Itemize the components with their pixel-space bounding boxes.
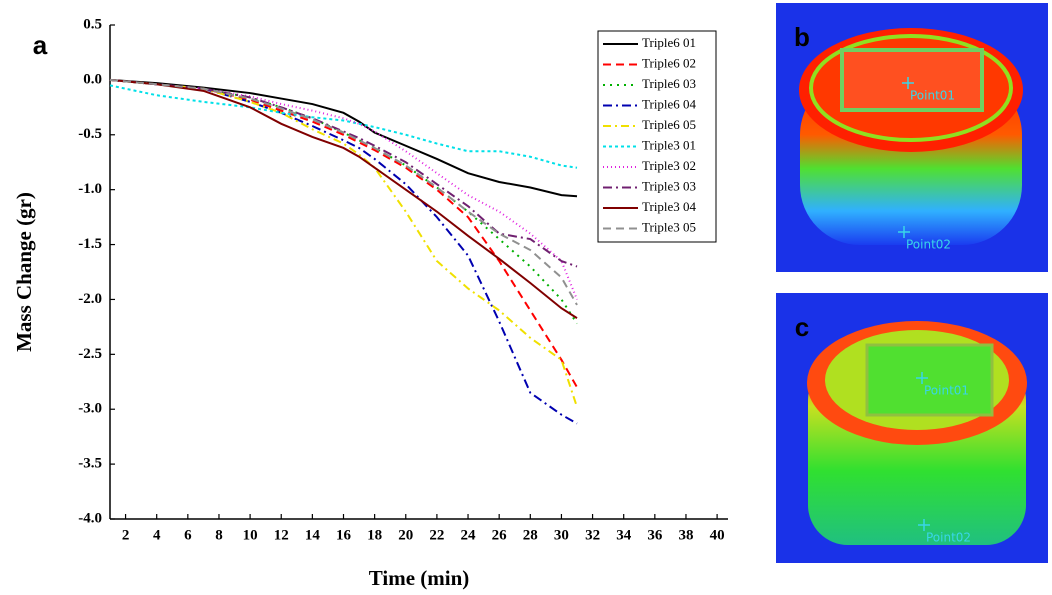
legend-label: Triple3 05 [642, 219, 696, 234]
x-tick-label: 40 [710, 527, 725, 543]
legend-label: Triple6 04 [642, 96, 697, 111]
data-line [109, 78, 578, 319]
legend-label: Triple3 01 [642, 137, 696, 152]
legend-box [597, 30, 717, 243]
y-tick-label: -3.0 [78, 401, 102, 417]
y-axis-label: Mass Change (gr) [12, 192, 36, 352]
y-tick-label: -1.5 [78, 236, 102, 252]
panel-label: c [795, 312, 809, 342]
point-marker [898, 226, 910, 238]
point-marker [918, 519, 930, 531]
y-tick-label: -2.0 [78, 291, 102, 307]
sample-well [865, 343, 994, 417]
y-tick-label: -3.5 [78, 456, 102, 472]
x-tick-label: 24 [461, 527, 477, 543]
x-tick-label: 10 [243, 527, 258, 543]
y-tick-label: -1.0 [78, 181, 102, 197]
x-tick-label: 38 [678, 527, 693, 543]
x-tick-label: 12 [274, 527, 289, 543]
x-tick-label: 18 [367, 527, 382, 543]
image-b [776, 3, 1048, 272]
chart: a Time (min) Mass Change (gr) 0.5 0.0 -0.5… [12, 16, 728, 590]
data-line [109, 78, 578, 198]
x-tick-label: 20 [398, 527, 413, 543]
y-tick-label: 0.5 [83, 16, 102, 32]
point-label: Point02 [926, 531, 971, 545]
data-line [109, 84, 578, 169]
panel-label: b [794, 22, 810, 52]
thermal-images: b Point01 Point02 c Point01 Point02 [776, 3, 1048, 563]
x-tick-label: 28 [523, 527, 538, 543]
data-line [109, 78, 578, 306]
x-tick-label: 30 [554, 527, 569, 543]
legend-label: Triple3 04 [642, 199, 697, 214]
x-tick-label: 26 [492, 527, 508, 543]
data-line [109, 78, 578, 408]
y-tick-label: 0.0 [83, 71, 102, 87]
sample-well [840, 48, 984, 112]
x-tick-label: 16 [336, 527, 352, 543]
point-label: Point01 [910, 89, 955, 103]
legend-label: Triple6 02 [642, 55, 696, 70]
x-tick-label: 32 [585, 527, 600, 543]
point-marker [916, 372, 928, 384]
x-tick-label: 8 [215, 527, 223, 543]
x-tick-label: 14 [305, 527, 321, 543]
x-tick-label: 36 [647, 527, 663, 543]
x-tick-label: 34 [616, 527, 632, 543]
legend-label: Triple6 03 [642, 76, 696, 91]
x-tick-label: 6 [184, 527, 192, 543]
panel-label: a [33, 30, 48, 60]
x-tick-label: 22 [429, 527, 444, 543]
y-tick-label: -4.0 [78, 510, 102, 526]
legend-label: Triple3 02 [642, 158, 696, 173]
x-tick-label: 4 [153, 527, 161, 543]
legend-label: Triple3 03 [642, 178, 696, 193]
data-line [109, 78, 578, 325]
y-tick-label: -0.5 [78, 126, 102, 142]
point-marker [902, 77, 914, 89]
legend-label: Triple6 05 [642, 117, 696, 132]
image-c [776, 293, 1048, 563]
data-line [109, 78, 578, 425]
point-label: Point02 [906, 238, 951, 252]
legend-label: Triple6 01 [642, 35, 696, 50]
point-label: Point01 [924, 384, 969, 398]
y-tick-label: -2.5 [78, 346, 102, 362]
x-axis-label: Time (min) [369, 566, 470, 590]
x-tick-label: 2 [122, 527, 130, 543]
